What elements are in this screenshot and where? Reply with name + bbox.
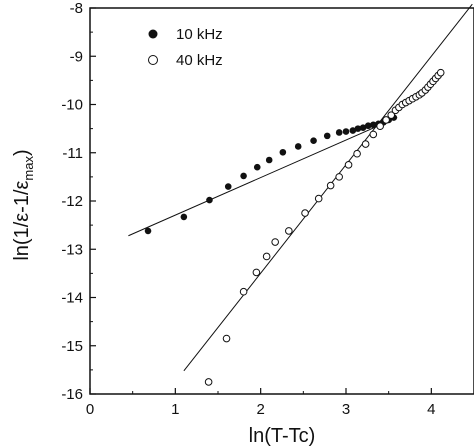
y-tick-label: -12	[61, 193, 83, 210]
data-point-10khz	[180, 213, 188, 221]
legend-label-40khz: 40 kHz	[176, 52, 223, 69]
y-axis-title: ln(1/ε-1/εmax)	[11, 149, 36, 260]
x-tick-label: 1	[171, 401, 179, 418]
y-tick-label: -14	[61, 290, 83, 307]
y-tick-label: -16	[61, 386, 83, 403]
data-point-40khz	[252, 268, 261, 277]
y-axis-title-main: ln(1/ε-1/ε	[11, 180, 33, 260]
data-point-10khz	[224, 183, 232, 190]
data-point-40khz	[382, 116, 390, 124]
data-point-40khz	[353, 149, 361, 158]
data-point-40khz	[344, 161, 353, 169]
data-point-10khz	[364, 122, 372, 130]
y-axis-title-sub: max	[21, 156, 36, 181]
data-point-10khz	[349, 127, 357, 134]
data-point-40khz	[239, 287, 248, 296]
data-point-10khz	[342, 128, 350, 135]
legend: 10 kHz 40 kHz	[148, 26, 223, 69]
data-point-10khz	[359, 124, 367, 131]
y-axis-ticks: -16 -15 -14 -13 -12 -11 -10 -9 -8	[61, 0, 96, 403]
y-tick-label: -10	[61, 97, 83, 114]
data-point-40khz	[204, 378, 213, 386]
data-point-40khz	[301, 209, 309, 217]
fit-line	[128, 117, 398, 237]
y-tick-label: -15	[61, 338, 83, 355]
data-point-40khz	[222, 334, 231, 343]
x-axis-ticks: 0 1 2 3 4	[86, 388, 436, 418]
y-tick-label: -13	[61, 241, 83, 258]
data-point-40khz	[262, 252, 271, 261]
data-point-40khz	[436, 68, 445, 77]
data-point-10khz	[206, 196, 213, 204]
x-tick-label: 2	[256, 401, 264, 418]
x-tick-label: 4	[427, 401, 435, 418]
data-point-10khz	[253, 163, 261, 171]
x-tick-label: 0	[86, 401, 94, 418]
data-point-40khz	[361, 140, 370, 148]
data-point-40khz	[314, 194, 323, 203]
legend-marker-40khz	[148, 55, 158, 65]
plot-frame	[89, 7, 474, 395]
data-point-10khz	[144, 227, 152, 235]
data-point-40khz	[369, 130, 378, 139]
x-tick-label: 3	[342, 401, 350, 418]
data-point-10khz	[370, 121, 377, 129]
data-point-10khz	[240, 172, 247, 180]
data-point-10khz	[279, 148, 287, 156]
y-tick-label: -8	[70, 0, 83, 17]
data-point-40khz	[285, 227, 293, 235]
data-point-10khz	[354, 125, 362, 132]
data-point-10khz	[265, 156, 273, 164]
data-points	[144, 68, 445, 386]
data-point-10khz	[310, 137, 317, 144]
y-tick-label: -9	[70, 48, 83, 65]
data-point-40khz	[326, 181, 335, 190]
data-point-10khz	[294, 143, 302, 150]
data-point-10khz	[323, 132, 331, 140]
y-tick-label: -11	[62, 145, 83, 162]
data-point-10khz	[335, 129, 343, 136]
x-axis-title: ln(T-Tc)	[249, 425, 316, 447]
legend-marker-10khz	[148, 29, 158, 39]
legend-label-10khz: 10 kHz	[176, 26, 223, 43]
data-point-40khz	[271, 238, 279, 246]
y-axis-title-close: )	[11, 149, 33, 156]
data-point-40khz	[376, 122, 384, 131]
data-point-40khz	[335, 173, 343, 181]
data-point-40khz	[387, 111, 396, 119]
